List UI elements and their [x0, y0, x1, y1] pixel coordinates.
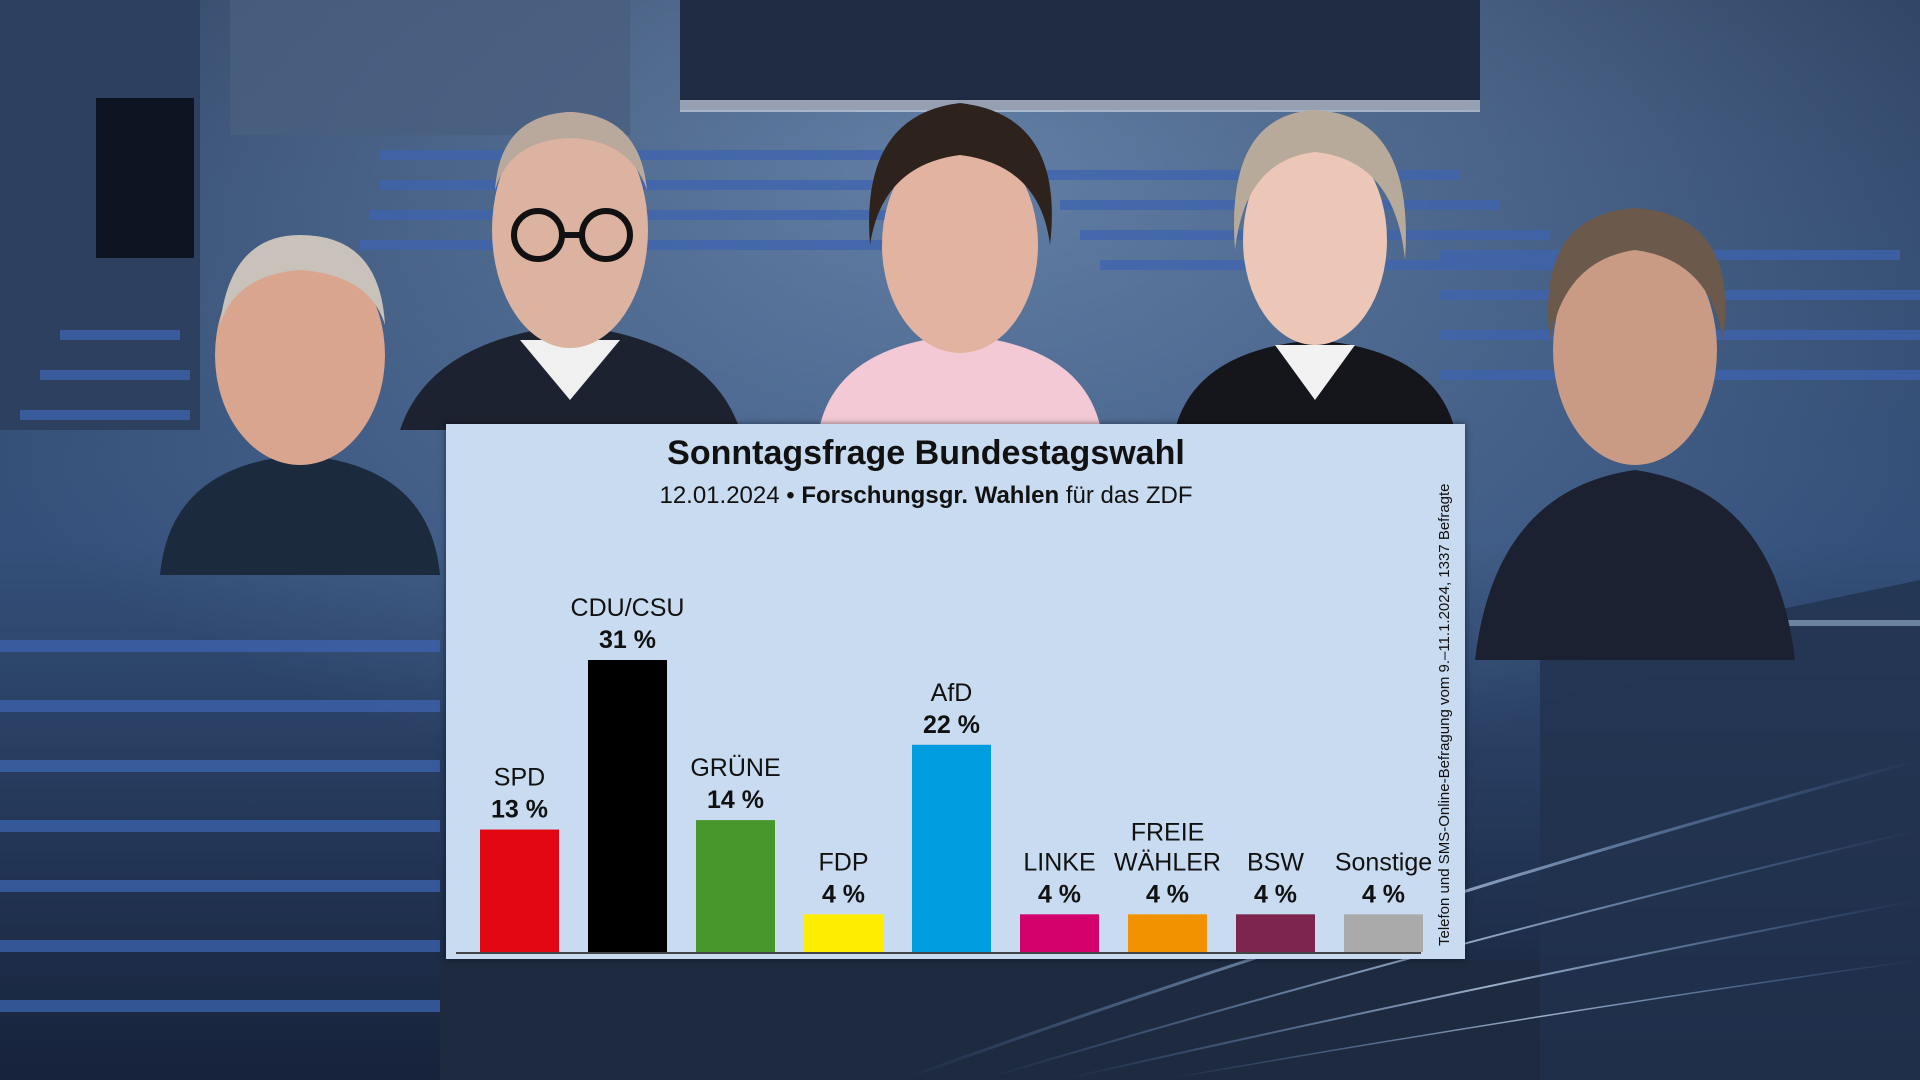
bar-label-afd: AfD: [931, 679, 973, 707]
bar-label-bsw: BSW: [1247, 848, 1304, 876]
bar-fdp: [804, 914, 883, 952]
subtitle-date: 12.01.2024: [659, 482, 780, 509]
bar-linke: [1020, 914, 1099, 952]
bar-label-freie-wähler: FREIE: [1131, 818, 1205, 846]
bar-label-grüne: GRÜNE: [690, 754, 780, 782]
bar-chart: 13 % SPD 31 % CDU/CSU 14 % GRÜNE 4 % FDP 22 % AfD…: [456, 594, 1432, 954]
bar-value-linke: 4 %: [1038, 880, 1081, 908]
portrait-4: [1175, 110, 1455, 430]
subtitle-institute: Forschungsgr. Wahlen: [801, 482, 1060, 509]
bar-value-cducsu: 31 %: [599, 626, 656, 654]
chart-title: Sonntagsfrage Bundestagswahl: [667, 434, 1185, 472]
chart-panel: 13 % SPD 31 % CDU/CSU 14 % GRÜNE 4 % FDP 22 % AfD…: [446, 424, 1465, 959]
bar-afd: [912, 744, 991, 952]
portrait-2: [400, 112, 740, 430]
bar-value-afd: 22 %: [923, 711, 980, 739]
bar-label-sonstige: Sonstige: [1335, 848, 1432, 876]
bar-value-grüne: 14 %: [707, 786, 764, 814]
bar-bsw: [1236, 914, 1315, 952]
portrait-5: [1475, 208, 1795, 660]
subtitle-separator: •: [786, 482, 795, 509]
bar-value-freie-wähler: 4 %: [1146, 880, 1189, 908]
bar-label-freie-wähler: WÄHLER: [1114, 848, 1221, 876]
bar-spd: [480, 829, 559, 952]
bar-value-fdp: 4 %: [822, 880, 865, 908]
source-note: Telefon und SMS-Online-Befragung vom 9.–…: [1436, 483, 1453, 946]
subtitle-suffix: für das ZDF: [1065, 482, 1193, 509]
portrait-3: [820, 103, 1100, 425]
bar-value-bsw: 4 %: [1254, 880, 1297, 908]
chart-subtitle: 12.01.2024 • Forschungsgr. Wahlen für da…: [446, 482, 1406, 510]
bar-freie-wähler: [1128, 914, 1207, 952]
bar-sonstige: [1344, 914, 1423, 952]
bar-label-linke: LINKE: [1023, 848, 1095, 876]
bar-label-fdp: FDP: [819, 848, 869, 876]
bar-value-sonstige: 4 %: [1362, 880, 1405, 908]
bar-value-spd: 13 %: [491, 796, 548, 824]
bar-grüne: [696, 820, 775, 952]
bar-label-cducsu: CDU/CSU: [571, 594, 685, 622]
bar-cducsu: [588, 660, 667, 952]
portrait-1: [160, 235, 440, 575]
bar-label-spd: SPD: [494, 764, 545, 792]
